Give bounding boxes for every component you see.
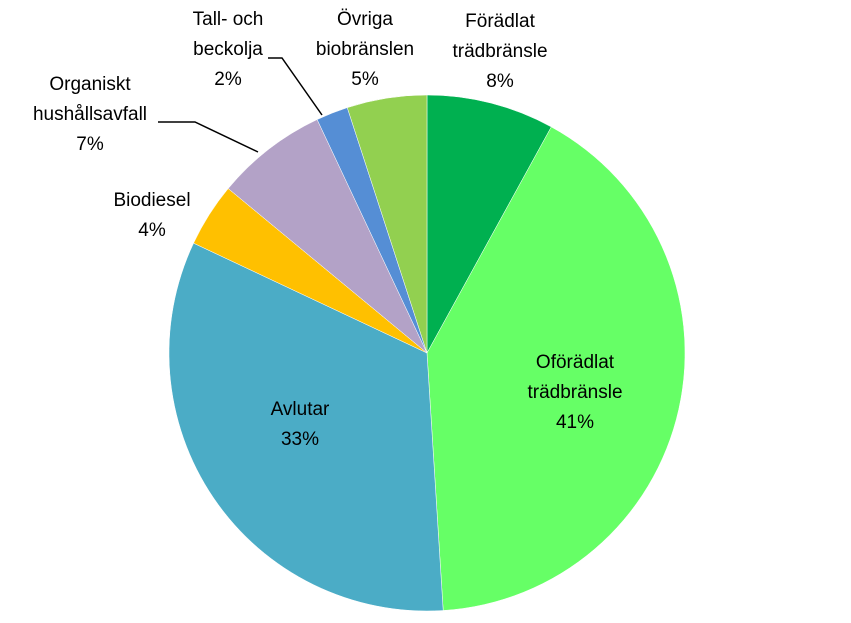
category-label: hushållsavfall <box>33 104 147 125</box>
value-label: 2% <box>214 69 242 90</box>
value-label: 8% <box>486 71 514 92</box>
category-label: Tall- och <box>193 9 264 30</box>
category-label: Övriga <box>337 9 393 30</box>
category-label: biobränslen <box>316 39 414 60</box>
value-label: 41% <box>556 412 594 433</box>
value-label: 5% <box>351 69 379 90</box>
value-label: 7% <box>76 134 104 155</box>
category-label: Biodiesel <box>113 190 190 211</box>
pie-slice <box>227 119 428 354</box>
value-label: 33% <box>281 429 319 450</box>
leader-line <box>158 121 259 153</box>
pie-slice <box>346 94 428 354</box>
pie-slice <box>168 242 444 612</box>
category-label: Oförädlat <box>536 352 615 373</box>
category-label: trädbränsle <box>527 382 622 403</box>
pie-slice <box>426 94 552 354</box>
category-label: Förädlat <box>465 11 535 32</box>
value-label: 4% <box>138 220 166 241</box>
pie-slice <box>426 126 686 611</box>
category-label: trädbränsle <box>452 41 547 62</box>
category-label: beckolja <box>193 39 263 60</box>
category-label: Organiskt <box>49 74 131 95</box>
category-label: Avlutar <box>271 399 330 420</box>
leader-line <box>268 57 323 116</box>
